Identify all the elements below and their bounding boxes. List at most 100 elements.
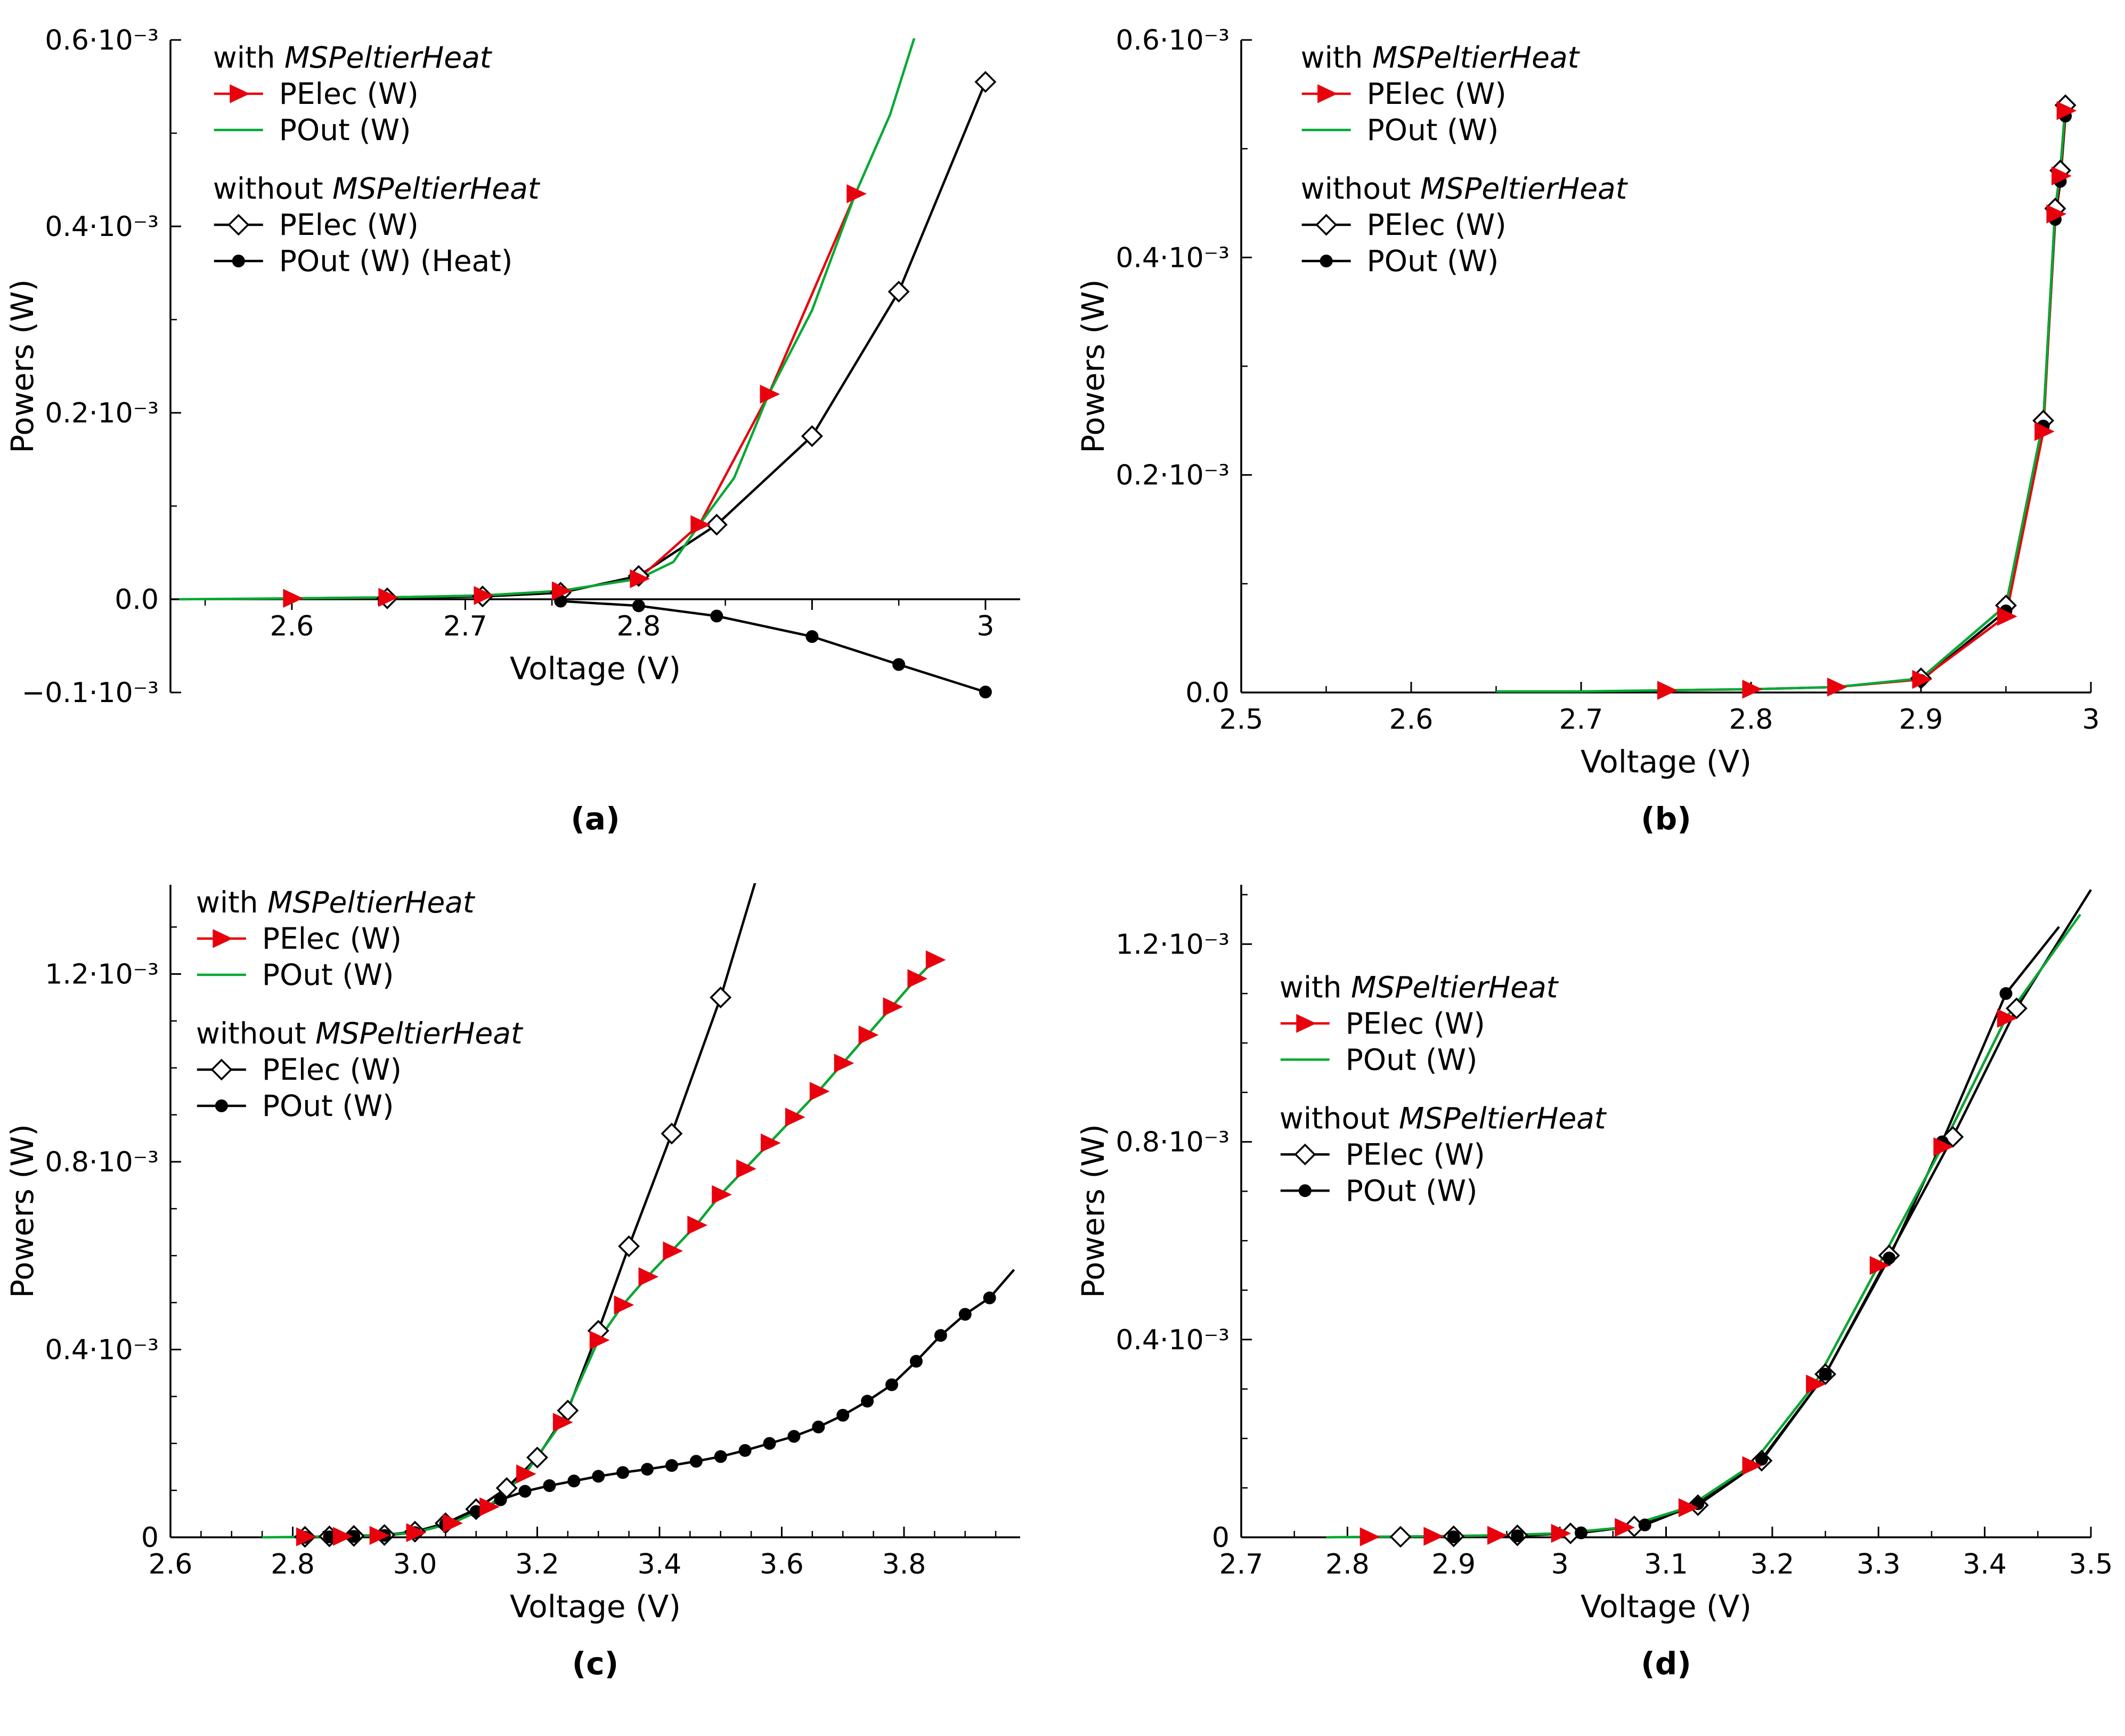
triangle-right-marker (907, 969, 928, 989)
chart-c-canvas: 2.6 2.8 3.0 3.2 3.4 3.6 3.8 0 0.4·10⁻³ 0.8·10⁻³ 1.… (5, 869, 1044, 1641)
x-tick-label: 3.2 (515, 1548, 559, 1580)
series-pout_without-line (1453, 926, 2060, 1538)
triangle-right-marker (2051, 166, 2072, 185)
circle-filled-marker (909, 1355, 923, 1368)
triangle-right-marker (687, 1216, 708, 1235)
x-tick-label: 2.8 (1325, 1548, 1370, 1580)
series-lines (179, 38, 987, 694)
legend-group-title: with MSPeltierHeat (196, 885, 476, 919)
y-tick-label: 1.2·10⁻³ (1116, 928, 1230, 960)
y-tick-label: 0.2·10⁻³ (1116, 460, 1230, 492)
panel-b: 2.5 2.6 2.7 2.8 2.9 3 0.0 0.2·10⁻³ 0.4·10⁻³ 0.6·1… (1076, 24, 2115, 837)
circle-filled-marker (787, 1430, 801, 1443)
triangle-right-marker (736, 1159, 756, 1178)
panel-b-caption: (b) (1641, 801, 1691, 837)
legend-item-label: PElec (W) (262, 922, 402, 956)
panel-c: 2.6 2.8 3.0 3.2 3.4 3.6 3.8 0 0.4·10⁻³ 0.8·10⁻³ 1.… (5, 869, 1044, 1682)
circle-filled-marker (892, 658, 906, 671)
x-tick-label: 3.0 (393, 1548, 437, 1580)
triangle-right-marker (283, 589, 304, 608)
x-tick-label: 3 (976, 610, 994, 642)
triangle-right-marker (690, 515, 711, 534)
triangle-right-marker (2034, 422, 2055, 441)
triangle-right-marker (1317, 84, 1338, 103)
circle-filled-marker (1819, 1367, 1832, 1381)
x-tick-label: 2.6 (1389, 704, 1434, 736)
circle-filled-marker (958, 1308, 972, 1321)
y-tick-label: 0.0 (1185, 677, 1230, 709)
legend-item-label: POut (W) (262, 1089, 394, 1123)
x-tick-label: 3.2 (1751, 1548, 1795, 1580)
x-tick-label: 3.6 (760, 1548, 804, 1580)
x-tick-label: 3.8 (882, 1548, 926, 1580)
x-tick-label: 3.5 (2069, 1548, 2113, 1580)
y-tick-label: −0.1·10⁻³ (22, 677, 159, 709)
circle-filled-marker (1999, 987, 2013, 1000)
circle-filled-marker (738, 1444, 752, 1457)
diamond-open-marker (495, 1477, 518, 1499)
x-tick-label: 2.7 (1559, 704, 1603, 736)
axes: 2.6 2.7 2.8 3 −0.1·10⁻³ 0.0 0.2·10⁻³ 0.4·10⁻³ 0.… (5, 25, 1020, 709)
circle-filled-marker (1320, 255, 1333, 267)
series-pout_without-line (305, 1269, 1015, 1539)
circle-filled-marker (347, 1530, 361, 1543)
legend-group-title: without MSPeltierHeat (213, 172, 541, 206)
y-tick-label: 0.0 (115, 584, 159, 616)
triangle-right-marker (552, 1413, 573, 1432)
circle-filled-marker (1511, 1529, 1524, 1543)
diamond-open-marker (526, 1446, 548, 1469)
circle-filled-marker (861, 1395, 874, 1408)
triangle-right-marker (2056, 101, 2077, 120)
y-tick-label: 0.4·10⁻³ (45, 211, 159, 243)
legend-item-label: POut (W) (1346, 1042, 1478, 1077)
y-tick-label: 0.8·10⁻³ (1116, 1127, 1230, 1159)
triangle-right-marker (369, 1526, 390, 1545)
circle-filled-marker (215, 1099, 228, 1112)
triangle-right-marker (630, 569, 650, 589)
triangle-right-marker (474, 586, 494, 605)
y-axis-label: Powers (W) (1076, 1124, 1111, 1298)
triangle-right-marker (332, 1527, 353, 1546)
y-tick-label: 0.6·10⁻³ (1116, 25, 1230, 56)
triangle-right-marker (761, 1133, 781, 1153)
circle-filled-marker (805, 630, 819, 643)
triangle-right-marker (1742, 680, 1763, 699)
axes: 2.6 2.8 3.0 3.2 3.4 3.6 3.8 0 0.4·10⁻³ 0.8·10⁻³ 1.… (5, 885, 1020, 1625)
triangle-right-marker (834, 1054, 854, 1073)
triangle-right-marker (296, 1527, 316, 1546)
legend-item-label: POut (W) (1367, 244, 1499, 278)
panel-a: 2.6 2.7 2.8 3 −0.1·10⁻³ 0.0 0.2·10⁻³ 0.4·10⁻³ 0.… (5, 24, 1044, 837)
circle-filled-marker (616, 1466, 630, 1479)
chart-d-canvas: 2.7 2.8 2.9 3 3.1 3.2 3.3 3.4 3.5 0 0.4·10⁻³ 0.8·10… (1076, 869, 2115, 1641)
x-tick-label: 2.7 (443, 610, 487, 642)
triangle-right-marker (1806, 1374, 1826, 1394)
y-tick-label: 0.2·10⁻³ (45, 397, 159, 429)
circle-filled-marker (836, 1408, 850, 1422)
x-tick-label: 2.6 (270, 610, 314, 642)
x-tick-label: 3.4 (1963, 1548, 2007, 1580)
x-axis-label: Voltage (V) (510, 650, 681, 687)
triangle-right-marker (1359, 1527, 1380, 1546)
triangle-right-marker (213, 929, 233, 948)
figure-grid: 2.6 2.7 2.8 3 −0.1·10⁻³ 0.0 0.2·10⁻³ 0.4·10⁻³ 0.… (5, 24, 2115, 1682)
triangle-right-marker (712, 1185, 732, 1204)
y-axis-label: Powers (W) (1076, 279, 1111, 453)
axes: 2.5 2.6 2.7 2.8 2.9 3 0.0 0.2·10⁻³ 0.4·10⁻³ 0.6·1… (1076, 25, 2100, 780)
triangle-right-marker (551, 581, 572, 601)
triangle-right-marker (925, 950, 946, 969)
circle-filled-marker (983, 1291, 996, 1305)
triangle-right-marker (406, 1523, 427, 1542)
series-markers (294, 950, 996, 1548)
series-pout_without-line (560, 600, 986, 694)
circle-filled-marker (323, 1530, 336, 1544)
y-tick-label: 0.8·10⁻³ (45, 1146, 159, 1178)
circle-filled-marker (469, 1505, 483, 1518)
series-pelec_without-line (387, 81, 987, 600)
triangle-right-marker (663, 1241, 683, 1261)
circle-filled-marker (1447, 1530, 1460, 1544)
triangle-right-marker (858, 1025, 879, 1045)
x-tick-label: 3 (1551, 1548, 1569, 1580)
circle-filled-marker (885, 1378, 899, 1391)
triangle-right-marker (1933, 1137, 1954, 1156)
diamond-open-marker (1294, 1143, 1316, 1166)
